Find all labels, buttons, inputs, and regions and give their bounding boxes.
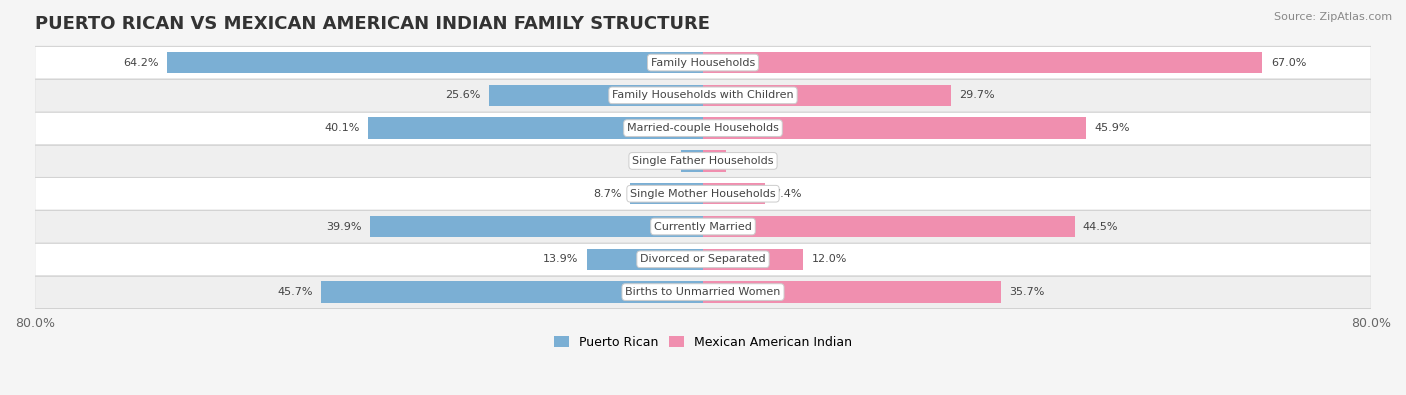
Bar bbox=[703, 52, 1263, 73]
Text: Single Father Households: Single Father Households bbox=[633, 156, 773, 166]
Text: Source: ZipAtlas.com: Source: ZipAtlas.com bbox=[1274, 12, 1392, 22]
Bar bbox=[489, 85, 703, 106]
Text: Married-couple Households: Married-couple Households bbox=[627, 123, 779, 133]
Text: 2.8%: 2.8% bbox=[735, 156, 763, 166]
Text: 2.6%: 2.6% bbox=[644, 156, 673, 166]
Text: 45.9%: 45.9% bbox=[1095, 123, 1130, 133]
Bar bbox=[703, 85, 950, 106]
Text: 39.9%: 39.9% bbox=[326, 222, 361, 231]
Text: 44.5%: 44.5% bbox=[1083, 222, 1118, 231]
FancyBboxPatch shape bbox=[35, 243, 1371, 276]
Bar bbox=[682, 150, 703, 171]
Bar bbox=[703, 183, 765, 204]
FancyBboxPatch shape bbox=[35, 210, 1371, 243]
Text: PUERTO RICAN VS MEXICAN AMERICAN INDIAN FAMILY STRUCTURE: PUERTO RICAN VS MEXICAN AMERICAN INDIAN … bbox=[35, 15, 710, 33]
FancyBboxPatch shape bbox=[35, 79, 1371, 112]
Text: Currently Married: Currently Married bbox=[654, 222, 752, 231]
Text: 29.7%: 29.7% bbox=[959, 90, 995, 100]
Text: Family Households: Family Households bbox=[651, 58, 755, 68]
FancyBboxPatch shape bbox=[35, 46, 1371, 79]
Text: Births to Unmarried Women: Births to Unmarried Women bbox=[626, 287, 780, 297]
Text: 45.7%: 45.7% bbox=[277, 287, 314, 297]
Legend: Puerto Rican, Mexican American Indian: Puerto Rican, Mexican American Indian bbox=[550, 331, 856, 354]
Text: 25.6%: 25.6% bbox=[446, 90, 481, 100]
Text: 7.4%: 7.4% bbox=[773, 189, 801, 199]
Text: 13.9%: 13.9% bbox=[543, 254, 579, 264]
FancyBboxPatch shape bbox=[35, 177, 1371, 210]
Bar bbox=[630, 183, 703, 204]
Bar bbox=[703, 150, 727, 171]
Text: Family Households with Children: Family Households with Children bbox=[612, 90, 794, 100]
Text: 64.2%: 64.2% bbox=[124, 58, 159, 68]
FancyBboxPatch shape bbox=[35, 112, 1371, 145]
Bar bbox=[586, 248, 703, 270]
Text: 67.0%: 67.0% bbox=[1271, 58, 1306, 68]
Text: 40.1%: 40.1% bbox=[325, 123, 360, 133]
Text: Divorced or Separated: Divorced or Separated bbox=[640, 254, 766, 264]
Text: 35.7%: 35.7% bbox=[1010, 287, 1045, 297]
Text: Single Mother Households: Single Mother Households bbox=[630, 189, 776, 199]
Bar bbox=[167, 52, 703, 73]
Text: 8.7%: 8.7% bbox=[593, 189, 621, 199]
Bar bbox=[703, 248, 803, 270]
Text: 12.0%: 12.0% bbox=[811, 254, 846, 264]
Bar bbox=[368, 117, 703, 139]
FancyBboxPatch shape bbox=[35, 276, 1371, 308]
Bar bbox=[703, 281, 1001, 303]
Bar bbox=[703, 117, 1087, 139]
Bar bbox=[703, 216, 1074, 237]
FancyBboxPatch shape bbox=[35, 145, 1371, 177]
Bar bbox=[322, 281, 703, 303]
Bar bbox=[370, 216, 703, 237]
